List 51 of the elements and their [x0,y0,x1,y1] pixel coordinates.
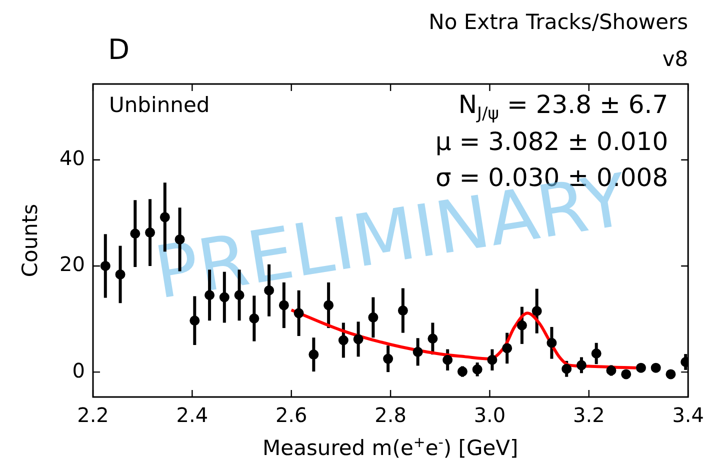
x-tick-label: 2.4 [176,403,208,428]
x-tick-label: 2.8 [374,403,406,428]
x-tick-label: 3.4 [672,403,704,428]
annotation: μ = 3.082 ± 0.010 [435,127,668,156]
point [324,300,334,310]
point [650,362,661,373]
x-tick-label: 3.0 [474,403,506,428]
chart-title: D [108,33,130,66]
point [621,369,632,380]
point [383,354,394,364]
annotation: Unbinned [109,93,210,117]
x-axis-title: Measured m(e$^{+}$e$^{-}$) [GeV] [262,435,518,460]
y-tick-label: 0 [72,358,85,382]
y-tick-label: 40 [60,146,85,170]
y-tick-label: 20 [60,252,85,276]
point [294,308,304,318]
point [353,334,364,344]
point [562,364,572,374]
x-tick-label: 2.6 [275,403,308,428]
x-tick-label: 2.2 [77,403,109,428]
chart-subtitle: No Extra Tracks/Showers [428,10,688,34]
annotation: N$_{J/ψ}$ = 23.8 ± 6.7 [458,90,668,124]
point [576,360,586,370]
point [472,364,482,374]
point [532,306,542,316]
point [145,228,156,238]
point [636,362,646,373]
x-tick-label: 3.2 [573,403,605,428]
point [516,320,527,330]
point [606,365,616,376]
point [502,343,512,354]
y-axis-title: Counts [18,204,42,278]
point [115,269,126,280]
point [398,306,408,316]
point [457,366,468,377]
point [442,354,453,365]
point [428,334,438,344]
point [308,350,319,360]
point [666,369,676,380]
point [100,260,110,271]
point [338,335,348,346]
point [249,313,260,324]
point [412,346,423,357]
point [368,312,378,322]
text: v8 [662,47,688,71]
point [591,348,602,358]
point [546,338,557,348]
point [130,228,140,239]
point [190,316,200,326]
point [278,300,289,310]
point [487,354,498,365]
